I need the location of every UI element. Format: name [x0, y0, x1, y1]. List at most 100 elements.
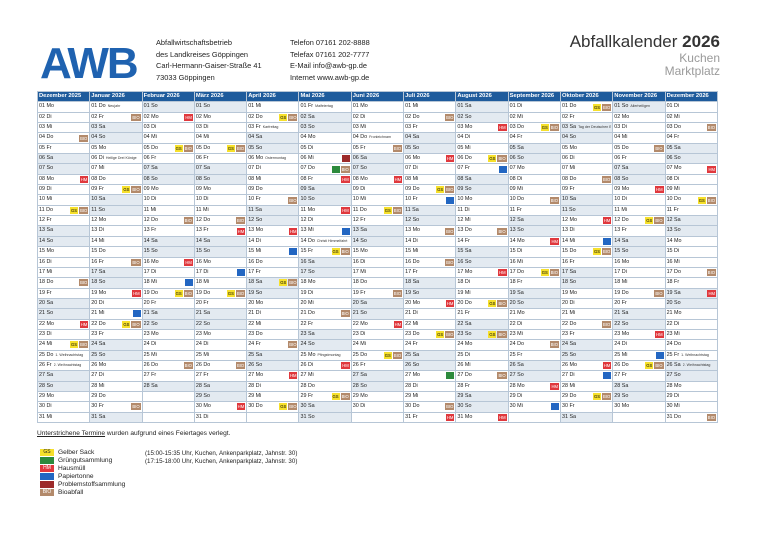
- waste-tag-gs: GS: [331, 248, 340, 256]
- day-cell: 21 So: [36, 308, 91, 320]
- day-label: 12 Di: [300, 217, 314, 224]
- month-header: Dezember 2025: [36, 90, 91, 103]
- day-label: 22 Di: [509, 320, 523, 327]
- day-cell: 16 Mo: [612, 256, 666, 268]
- legend-label: Problemstoffsammlung: [58, 480, 126, 488]
- day-cell: 19 Do BIO: [612, 287, 666, 299]
- day-label: 08 Fr: [300, 175, 314, 182]
- day-cell: 24 Do: [664, 339, 719, 351]
- day-cell: 28 So: [350, 380, 405, 392]
- day-label: 09 Mi: [509, 186, 523, 193]
- day-cell: 08 Mi: [403, 173, 457, 186]
- day-cell: 28 Di: [403, 380, 457, 392]
- day-label: 14 Mo: [666, 237, 682, 244]
- waste-tag-hm: HM: [393, 175, 403, 183]
- day-cell: 04 So: [559, 132, 614, 144]
- day-label: 02 Mi: [509, 113, 523, 120]
- day-cell: 02 Mi: [664, 111, 719, 124]
- legend-item: Grüngutsammlung: [40, 456, 125, 464]
- day-label: 04 Mi: [614, 134, 628, 141]
- day-label: 10 Mi: [39, 196, 53, 203]
- day-label: 29 Mi: [405, 392, 419, 399]
- day-label: 29 Sa: [457, 392, 472, 399]
- day-label: 16 Mo: [614, 258, 630, 265]
- day-label: 14 Mi: [91, 237, 105, 244]
- day-label: 14 Mo: [509, 237, 525, 244]
- day-label: 15 Mo: [352, 248, 368, 255]
- day-cell: 17 Di: [141, 266, 195, 279]
- day-cell: 05 Sa: [507, 142, 561, 155]
- day-label: 23 Di: [39, 330, 52, 337]
- day-label: 16 Mo: [195, 258, 211, 265]
- day-row: 29 Mo 29 Do 29 So 29 Mi 29 Fr GS BIO 29 Mo 29 Mi…: [36, 390, 719, 403]
- waste-tag-bio: BIO: [340, 310, 350, 318]
- day-label: 15 Sa: [457, 248, 472, 255]
- day-label: 03 Mo: [457, 124, 473, 131]
- day-cell: 09 Mi: [664, 184, 719, 196]
- day-cell: 11 Mo HM: [298, 204, 352, 217]
- day-cell: 15 Mi: [246, 246, 300, 258]
- day-cell: 25 Sa: [246, 349, 300, 361]
- waste-tag-bio: BIO: [235, 144, 246, 152]
- day-cell: 25 So: [89, 349, 143, 361]
- day-cell: 31 Fr HM: [403, 411, 457, 424]
- day-cell: 24 Sa: [89, 339, 143, 351]
- day-cell: 27 Fr: [612, 370, 666, 382]
- day-label: 05 Mi: [457, 144, 471, 151]
- day-cell: 14 Fr: [455, 235, 509, 248]
- day-label: 23 Sa: [300, 330, 315, 337]
- day-label: 05 Do: [195, 144, 211, 151]
- day-cell: 03 Di: [141, 122, 195, 134]
- day-cell: 29 Do: [89, 390, 143, 403]
- day-label: 08 Do: [91, 175, 106, 182]
- day-label: 17 Mo: [457, 268, 473, 275]
- day-cell: 28 Do: [298, 380, 352, 392]
- legend-label: Grüngutsammlung: [58, 456, 113, 464]
- day-cell: 19 Fr BIO: [350, 287, 405, 299]
- day-cell: 19 Mo HM: [89, 287, 143, 299]
- day-label: 15 Do: [91, 248, 106, 255]
- day-label: 29 Mo: [352, 392, 368, 399]
- day-label: 24 Do: [666, 341, 681, 348]
- day-label: 31 Sa: [91, 413, 106, 420]
- waste-tag-bio: BIO: [79, 341, 89, 349]
- day-cell: 18 Do: [350, 277, 405, 289]
- day-label: 14 Do: [300, 237, 315, 244]
- day-label: 05 Mo: [91, 144, 107, 151]
- day-label: 08 So: [143, 175, 158, 182]
- day-cell: 08 Mo HM: [36, 173, 91, 186]
- day-cell: 06 Sa: [350, 153, 405, 165]
- day-cell: 01 So Allerheiligen: [612, 101, 666, 113]
- day-label: 04 Mi: [143, 134, 157, 141]
- day-label: 18 So: [91, 279, 106, 286]
- day-label: 05 So: [248, 144, 263, 151]
- day-label: 20 Sa: [352, 299, 367, 306]
- day-label: 09 Di: [39, 186, 52, 193]
- waste-tag-bio: BIO: [445, 186, 455, 194]
- day-label: 10 Fr: [248, 196, 261, 203]
- day-label: 30 Do: [405, 403, 420, 410]
- day-cell: 02 Fr: [559, 111, 614, 124]
- waste-tag-bio: BIO: [340, 248, 350, 256]
- day-cell: 01 Di: [664, 101, 719, 113]
- day-cell: 25 Do 1. Weihnachtstag: [36, 349, 91, 361]
- day-cell: 29 Mo: [36, 390, 91, 403]
- day-label: 19 Sa: [666, 289, 681, 296]
- day-cell: [246, 411, 300, 424]
- day-cell: 19 Di: [298, 287, 352, 299]
- day-cell: 26 Do BIO: [141, 359, 195, 372]
- day-cell: 16 Mi: [664, 256, 719, 268]
- hours-line: (17:15-18:00 Uhr, Kuchen, Ankenparkplatz…: [145, 458, 298, 466]
- day-label: 14 So: [352, 237, 367, 244]
- day-label: 12 Mo: [561, 217, 577, 224]
- day-cell: 30 Do GS BIO: [246, 401, 300, 413]
- waste-tag-bio: BIO: [340, 393, 350, 401]
- day-cell: 16 Fr: [559, 256, 614, 268]
- waste-tag-hm: HM: [184, 113, 193, 121]
- day-label: 30 Fr: [561, 403, 575, 410]
- day-cell: 27 Mo: [403, 370, 457, 382]
- day-cell: 04 Sa: [246, 132, 300, 144]
- day-label: 24 Sa: [561, 341, 577, 348]
- day-cell: 11 Mi: [612, 204, 666, 217]
- day-label: 19 Do: [143, 289, 158, 296]
